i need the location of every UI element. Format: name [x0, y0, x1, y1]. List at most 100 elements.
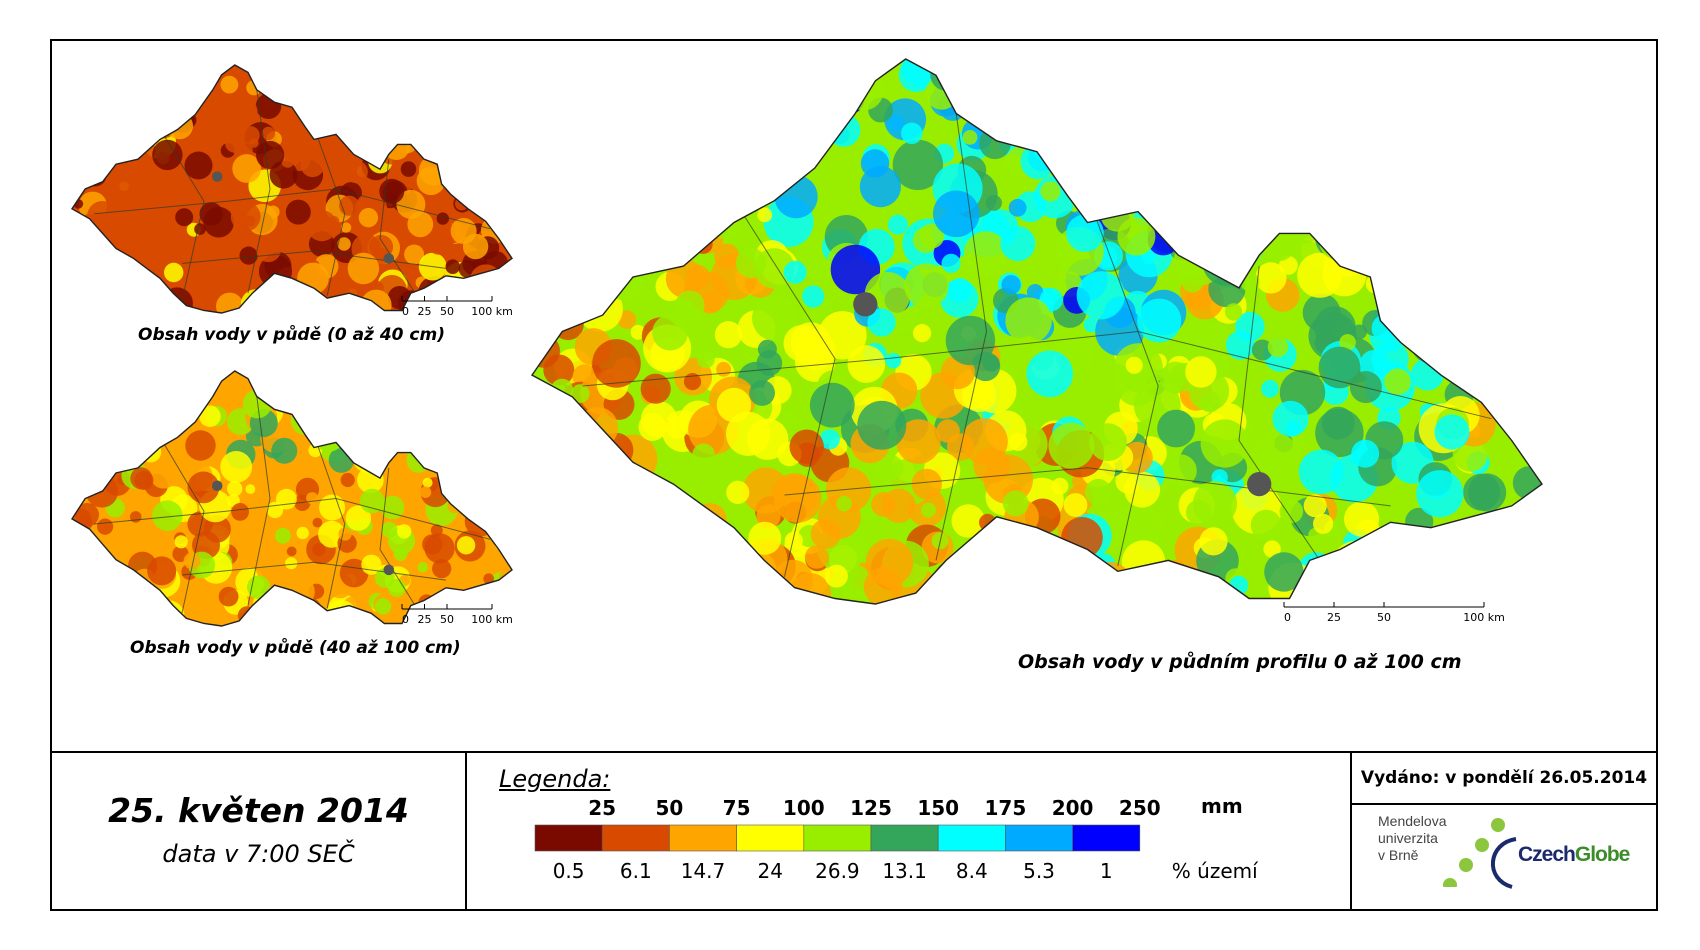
- moisture-patch: [432, 417, 463, 448]
- moisture-patch: [816, 59, 841, 72]
- moisture-patch: [604, 262, 643, 301]
- moisture-patch: [87, 201, 118, 232]
- moisture-patch: [784, 531, 803, 550]
- moisture-patch: [220, 75, 239, 94]
- moisture-patch: [662, 589, 688, 604]
- moisture-patch: [382, 382, 398, 398]
- moisture-patch: [227, 481, 243, 497]
- moisture-patch: [932, 559, 980, 604]
- moisture-patch: [362, 122, 390, 150]
- moisture-patch: [1163, 59, 1178, 67]
- moisture-patch: [416, 419, 442, 445]
- moisture-patch: [496, 156, 512, 183]
- moisture-patch: [72, 557, 97, 586]
- moisture-patch: [1075, 562, 1104, 590]
- legend-mm-unit: mm: [1201, 794, 1243, 818]
- moisture-patch: [561, 513, 601, 553]
- moisture-patch: [1414, 549, 1441, 575]
- moisture-patch: [462, 233, 489, 260]
- moisture-patch: [540, 73, 579, 112]
- moisture-patch: [1087, 77, 1106, 96]
- moisture-patch: [1061, 124, 1099, 162]
- moisture-patch: [463, 65, 496, 86]
- moisture-patch: [256, 140, 285, 170]
- moisture-patch: [1451, 557, 1477, 584]
- legend-colorbar: 0.5 6.1 14.7 24 26.9 13.1 8.4 5.3 125 50 75 100 125 1…: [534, 794, 1259, 883]
- moisture-patch: [1261, 120, 1309, 167]
- moisture-patch: [352, 441, 384, 473]
- moisture-patch: [1504, 577, 1526, 600]
- moisture-patch: [138, 413, 155, 430]
- moisture-patch: [470, 492, 504, 526]
- moisture-patch: [532, 459, 562, 508]
- moisture-patch: [1473, 67, 1514, 108]
- moisture-patch: [1404, 272, 1419, 288]
- moisture-patch: [1216, 84, 1251, 120]
- moisture-patch: [387, 579, 406, 597]
- moisture-patch: [491, 530, 512, 551]
- moisture-patch: [419, 101, 431, 114]
- moisture-patch: [1522, 234, 1542, 254]
- moisture-patch: [677, 125, 706, 154]
- moisture-patch: [1202, 239, 1250, 286]
- moisture-patch: [534, 548, 563, 577]
- moisture-patch: [633, 95, 654, 115]
- moisture-patch: [1088, 561, 1132, 604]
- moisture-patch: [1466, 360, 1492, 386]
- moisture-patch: [1454, 59, 1499, 83]
- moisture-patch: [683, 545, 705, 566]
- moisture-patch: [592, 339, 641, 388]
- city-area: [211, 171, 223, 182]
- moisture-patch: [129, 610, 142, 623]
- region-boundary: [784, 467, 1391, 507]
- moisture-patch: [277, 593, 303, 619]
- moisture-patch: [128, 395, 153, 420]
- moisture-patch: [339, 558, 369, 588]
- moisture-patch: [577, 286, 623, 332]
- moisture-patch: [1099, 147, 1143, 191]
- legend-mm-label: 200: [1052, 796, 1094, 820]
- moisture-patch: [476, 469, 501, 494]
- moisture-patch: [682, 552, 725, 595]
- moisture-patch: [1105, 118, 1125, 138]
- moisture-patch: [255, 236, 282, 263]
- moisture-patch: [1447, 127, 1490, 171]
- moisture-patch: [338, 527, 352, 541]
- moisture-patch: [532, 59, 563, 92]
- city-area: [383, 253, 395, 264]
- moisture-patch: [102, 84, 114, 95]
- moisture-patch: [214, 155, 236, 177]
- moisture-patch: [1432, 182, 1461, 210]
- moisture-patch: [642, 567, 675, 601]
- moisture-patch: [1046, 576, 1079, 604]
- moisture-patch: [757, 339, 777, 359]
- moisture-patch: [572, 440, 620, 489]
- moisture-patch: [1371, 340, 1409, 378]
- legend-mm-label: 175: [985, 796, 1027, 820]
- moisture-patch: [195, 387, 208, 400]
- moisture-patch: [555, 274, 580, 299]
- moisture-patch: [1083, 317, 1099, 333]
- legend-percent-label: 1: [1100, 859, 1113, 883]
- moisture-patch: [496, 103, 512, 129]
- moisture-patch: [258, 522, 269, 533]
- moisture-patch: [1478, 260, 1509, 291]
- moisture-patch: [575, 438, 604, 467]
- moisture-patch: [312, 542, 326, 557]
- moisture-patch: [455, 589, 473, 607]
- moisture-patch: [1450, 160, 1474, 185]
- moisture-patch: [486, 73, 498, 85]
- moisture-patch: [357, 111, 374, 128]
- moisture-patch: [284, 89, 296, 101]
- moisture-patch: [572, 247, 610, 285]
- moisture-patch: [757, 207, 773, 223]
- scale-label: 25: [1327, 611, 1341, 624]
- moisture-patch: [185, 430, 216, 461]
- moisture-patch: [489, 472, 509, 491]
- moisture-patch: [125, 448, 136, 459]
- moisture-patch: [1302, 87, 1328, 114]
- moisture-patch: [1179, 175, 1201, 197]
- moisture-patch: [414, 401, 446, 434]
- moisture-patch: [153, 600, 185, 626]
- region-boundary: [93, 497, 491, 540]
